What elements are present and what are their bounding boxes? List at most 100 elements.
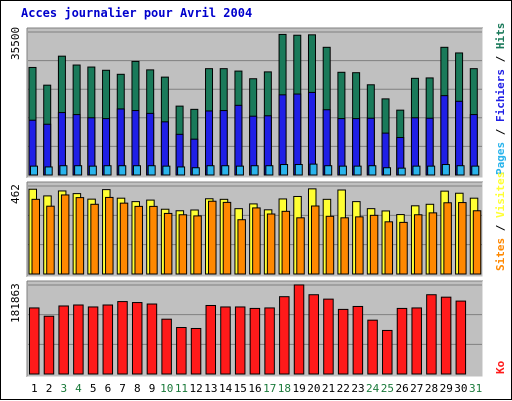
x-tick-label-day-21: 21 [322,382,335,395]
bar-files-day-19 [293,93,302,176]
x-tick-label-day-9: 9 [149,382,156,395]
bar-sites-day-29 [443,202,452,275]
x-tick-label-day-24: 24 [366,382,380,395]
bar-kb-day-3 [58,305,69,375]
bar-pages-day-6 [103,165,112,176]
bar-pages-day-30 [456,165,465,176]
bar-kb-day-13 [205,304,217,375]
bar-kb-day-14 [220,306,231,375]
bar-pages-day-22 [338,165,347,176]
x-tick-label-day-2: 2 [46,382,53,395]
bar-files-day-7 [116,108,125,176]
bar-kb-day-11 [176,327,187,375]
legend-sep: / [494,49,507,69]
x-tick-label-day-25: 25 [381,382,394,395]
x-tick-label-day-7: 7 [119,382,126,395]
x-tick-label-day-10: 10 [160,382,173,395]
bar-files-day-18 [278,94,287,176]
bar-sites-day-4 [75,197,85,275]
x-tick-label-day-8: 8 [134,382,141,395]
bar-pages-day-11 [177,166,186,176]
bar-files-day-15 [234,104,243,176]
bar-kb-day-12 [190,327,202,375]
bar-pages-day-8 [132,165,141,176]
x-tick-label-day-4: 4 [75,382,82,395]
bar-pages-day-12 [191,167,200,176]
x-tick-label-day-20: 20 [307,382,320,395]
x-tick-label-day-19: 19 [293,382,306,395]
bar-pages-day-4 [74,165,83,176]
legend-kb: Ko [494,360,507,374]
bar-kb-day-30 [455,300,467,375]
bar-kb-day-16 [249,307,261,375]
legend-sites: Sites [494,238,507,271]
bar-pages-day-15 [235,165,244,176]
bar-sites-day-18 [281,210,291,275]
x-tick-label-day-28: 28 [425,382,438,395]
bar-sites-day-11 [178,214,188,275]
x-tick-label-day-14: 14 [219,382,233,395]
legend-hits: Hits [494,23,507,50]
bar-kb-day-2 [43,315,55,375]
bar-pages-day-31 [471,165,480,176]
bar-sites-day-10 [163,212,173,275]
bar-sites-day-23 [355,216,364,275]
y-max-label-kb: 181863 [9,283,22,323]
bar-sites-day-6 [105,196,114,275]
bar-pages-day-26 [397,167,406,176]
bar-sites-day-25 [384,221,394,275]
bar-sites-day-19 [296,217,305,275]
bar-sites-day-14 [222,201,232,275]
bar-sites-day-31 [472,210,482,275]
bar-kb-day-22 [337,308,349,375]
bar-kb-day-27 [411,307,422,375]
bar-sites-day-5 [90,203,99,275]
bar-sites-day-20 [310,205,320,275]
bar-pages-day-7 [118,165,127,176]
bar-sites-day-1 [31,198,40,275]
bar-kb-day-18 [279,296,290,375]
bar-pages-day-16 [250,165,259,176]
bar-pages-day-1 [30,165,38,176]
bar-pages-day-18 [280,164,289,176]
chart-title: Acces journalier pour Avril 2004 [21,6,252,20]
bar-pages-day-29 [441,164,450,176]
bar-sites-day-28 [428,212,438,275]
bar-kb-day-19 [293,284,305,375]
x-tick-label-day-23: 23 [351,382,364,395]
x-tick-label-day-1: 1 [31,382,38,395]
legend-visits: Visites [494,172,507,218]
bar-kb-day-15 [234,306,246,375]
bar-sites-day-15 [237,219,246,275]
bar-kb-day-8 [131,302,143,375]
x-tick-label-day-16: 16 [248,382,261,395]
bar-kb-day-5 [87,306,99,375]
bar-sites-day-9 [149,205,158,275]
bar-sites-day-3 [60,194,70,275]
bar-files-day-30 [455,100,464,176]
bar-kb-day-28 [426,294,437,375]
bar-sites-day-8 [134,205,143,275]
bar-pages-day-27 [412,165,421,176]
bar-pages-day-19 [294,164,303,176]
bar-kb-day-10 [161,318,172,375]
x-tick-label-day-31: 31 [469,382,482,395]
legend-sep: / [494,218,507,238]
y-max-label-hits: 35500 [9,27,22,60]
bar-sites-day-2 [46,205,55,275]
bar-kb-day-26 [396,307,408,375]
x-tick-label-day-27: 27 [410,382,423,395]
x-tick-label-day-17: 17 [263,382,276,395]
bar-sites-day-7 [119,202,129,275]
bar-sites-day-13 [208,200,217,275]
bar-pages-day-10 [162,165,171,176]
x-tick-label-day-3: 3 [60,382,67,395]
bar-kb-day-1 [29,307,40,375]
x-tick-label-day-13: 13 [204,382,217,395]
bar-pages-day-5 [88,165,97,176]
bar-sites-day-22 [340,217,349,275]
legend-pages: Pages [494,142,507,175]
bar-kb-day-25 [382,329,393,375]
bar-kb-day-23 [352,305,364,375]
legend-sites-visits: Sites / Visites [494,172,507,271]
